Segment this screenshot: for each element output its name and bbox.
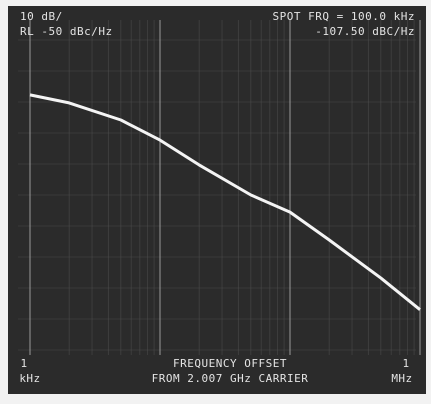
screen <box>8 6 426 394</box>
x-start-unit: kHz <box>19 372 40 385</box>
scale-label: 10 dB/ <box>20 10 63 23</box>
x-end-number: 1 <box>402 357 409 370</box>
grid <box>18 20 421 355</box>
x-start-number: 1 <box>20 357 27 370</box>
spot-value: -107.50 dBC/Hz <box>315 25 415 38</box>
x-axis-sublabel: FROM 2.007 GHz CARRIER <box>152 372 309 385</box>
trace <box>29 93 421 311</box>
x-end-unit: MHz <box>391 372 412 385</box>
x-axis-label: FREQUENCY OFFSET <box>173 357 287 370</box>
spot-label: SPOT FRQ = 100.0 kHz <box>273 10 415 23</box>
reference-label: RL -50 dBc/Hz <box>20 25 113 38</box>
